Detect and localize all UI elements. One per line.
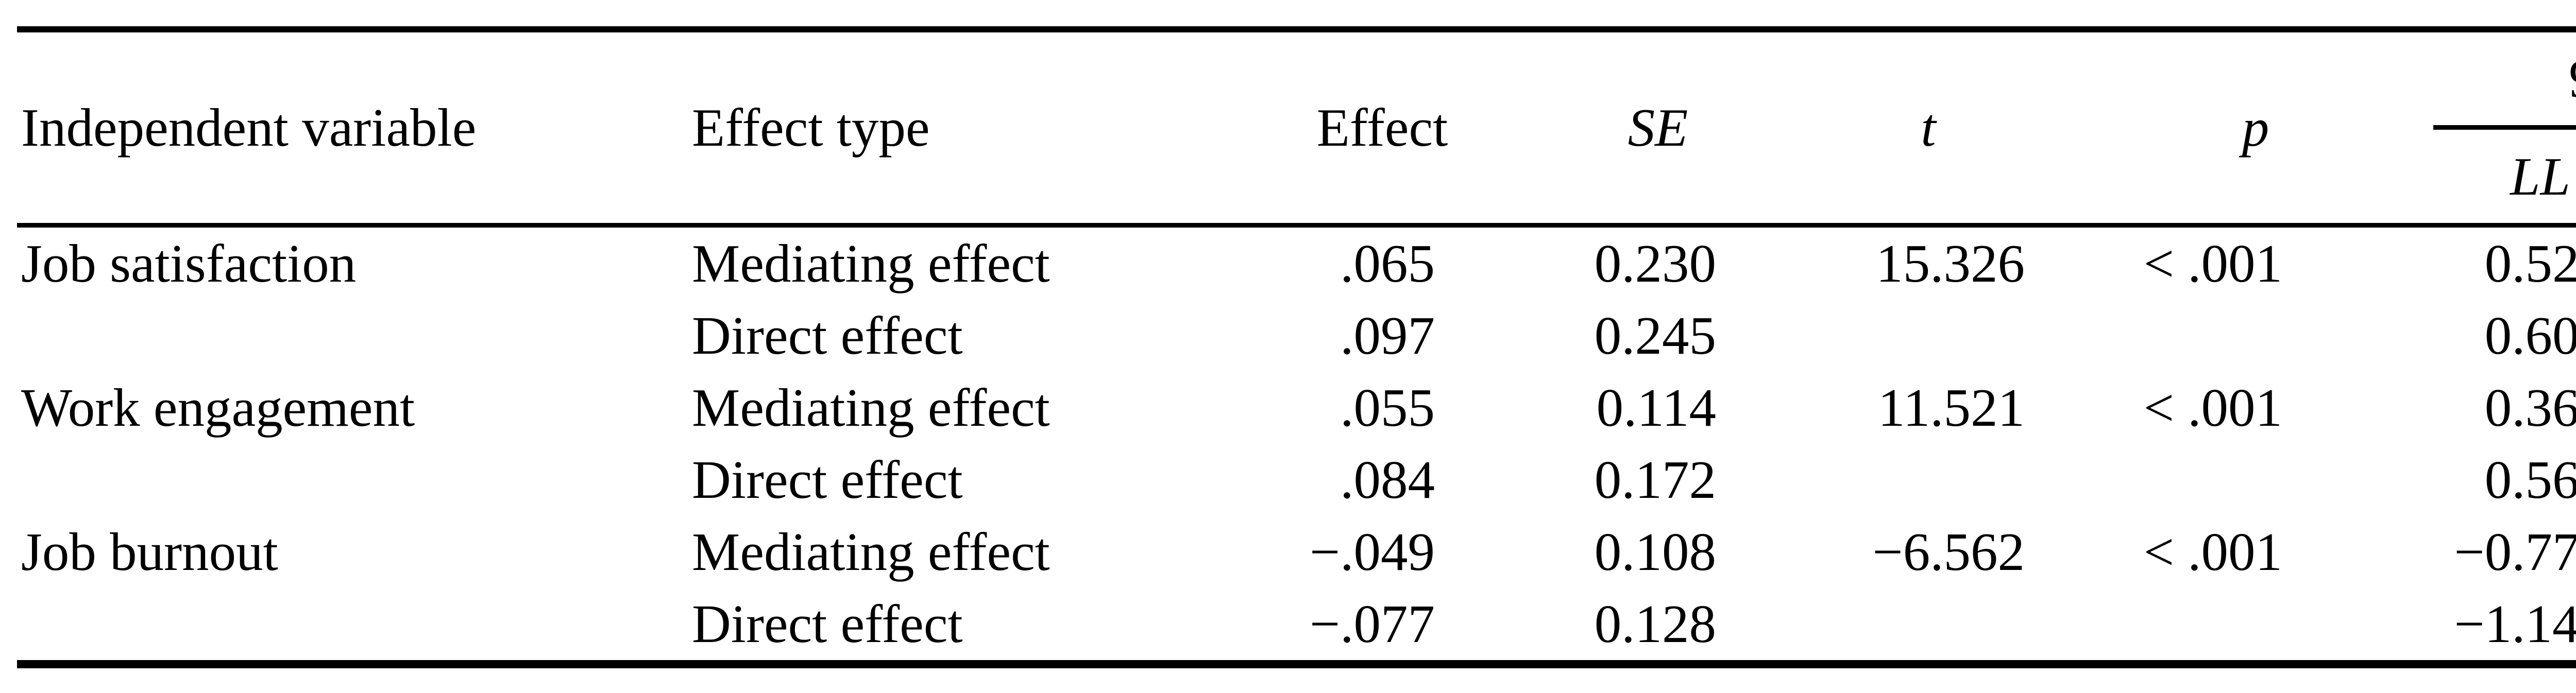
cell-t [1779, 444, 2078, 516]
cell-p: < .001 [2143, 521, 2282, 582]
cell-effect: .055 [1340, 377, 1435, 438]
header-p: p [2078, 29, 2433, 228]
cell-p [2078, 444, 2433, 516]
cell-ll: −1.144 [2454, 593, 2576, 654]
cell-t: −6.562 [1872, 521, 2025, 582]
cell-ll: 0.525 [2484, 233, 2576, 293]
cell-effect_type: Direct effect [692, 593, 963, 654]
cell-effect: .097 [1340, 305, 1435, 366]
cell-effect_type: Mediating effect [692, 233, 1050, 293]
cell-effect_type: Mediating effect [692, 377, 1050, 438]
table-row: Job satisfaction Mediating effect .065 0.23… [17, 225, 2576, 300]
cell-se: 0.108 [1594, 521, 1716, 582]
table-row: Work engagement Mediating effect .055 0.114… [17, 372, 2576, 444]
cell-iv [17, 444, 692, 516]
cell-effect: .084 [1340, 449, 1435, 510]
mediation-effects-table: Independent variable Effect type Effect … [17, 26, 2576, 668]
cell-t: 15.326 [1876, 233, 2025, 293]
header-se: SE [1537, 29, 1779, 228]
cell-iv [17, 588, 692, 664]
cell-se: 0.245 [1594, 305, 1716, 366]
cell-effect_type: Direct effect [692, 305, 963, 366]
cell-iv: Job burnout [21, 521, 278, 582]
cell-p: < .001 [2143, 233, 2282, 293]
header-ll: LL [2433, 127, 2576, 228]
cell-iv: Job satisfaction [21, 233, 357, 293]
cell-se: 0.128 [1594, 593, 1716, 654]
cell-p: < .001 [2143, 377, 2282, 438]
cell-effect: .065 [1340, 233, 1435, 293]
cell-t [1779, 300, 2078, 372]
cell-t: 11.521 [1878, 377, 2025, 438]
header-effect: Effect [1228, 29, 1537, 228]
cell-effect_type: Mediating effect [692, 521, 1050, 582]
cell-se: 0.172 [1594, 449, 1716, 510]
cell-iv [17, 300, 692, 372]
header-ci-spanner: 95% CI [2433, 29, 2576, 130]
table-container: Independent variable Effect type Effect … [17, 26, 2576, 668]
table-header: Independent variable Effect type Effect … [17, 29, 2576, 228]
header-row-main: Independent variable Effect type Effect … [17, 29, 2576, 228]
header-independent-variable: Independent variable [17, 29, 692, 228]
cell-ll: 0.605 [2484, 305, 2576, 366]
cell-ll: 0.362 [2484, 377, 2576, 438]
cell-effect: −.077 [1310, 593, 1435, 654]
header-t: t [1779, 29, 2078, 228]
header-row-sub: LL UL [17, 127, 2576, 228]
cell-effect_type: Direct effect [692, 449, 963, 510]
cell-ll: 0.561 [2484, 449, 2576, 510]
cell-se: 0.114 [1596, 377, 1716, 438]
cell-iv: Work engagement [21, 377, 415, 438]
table-row: Job burnout Mediating effect −.049 0.108 −6.… [17, 516, 2576, 588]
cell-se: 0.230 [1594, 233, 1716, 293]
cell-p [2078, 588, 2433, 664]
cell-effect: −.049 [1310, 521, 1435, 582]
cell-ll: −0.772 [2454, 521, 2576, 582]
cell-t [1779, 588, 2078, 664]
cell-p [2078, 300, 2433, 372]
table-body: Job satisfaction Mediating effect .065 0.23… [17, 225, 2576, 664]
header-effect-type: Effect type [692, 29, 1228, 228]
